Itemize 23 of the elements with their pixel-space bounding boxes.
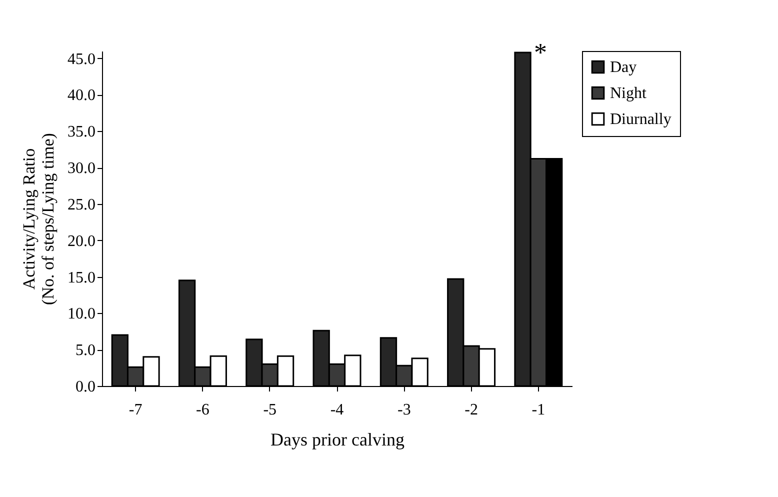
- y-tick-label: 45.0: [68, 50, 96, 68]
- y-axis-title: Activity/Lying Ratio (No. of steps/Lying time): [20, 133, 58, 305]
- y-tick-label: 40.0: [68, 87, 96, 104]
- x-tick-label: -3: [397, 402, 411, 418]
- y-tick-label: 15.0: [68, 269, 96, 286]
- x-axis-title: Days prior calving: [270, 430, 404, 450]
- legend-label: Night: [610, 85, 647, 102]
- y-tick-label: 30.0: [68, 160, 96, 178]
- y-tick-label: 0.0: [76, 378, 96, 396]
- legend-label: Day: [610, 59, 637, 76]
- y-tick-label: 5.0: [76, 342, 96, 360]
- y-tick-label: 10.0: [68, 306, 96, 323]
- legend-label: Diurnally: [610, 111, 672, 128]
- x-tick-label: -2: [464, 402, 478, 418]
- x-tick-label: -5: [263, 402, 277, 418]
- annotation: *: [534, 38, 547, 67]
- x-tick-label: -1: [532, 402, 546, 418]
- y-tick-label: 25.0: [68, 196, 96, 214]
- y-tick-label: 35.0: [68, 124, 96, 141]
- x-tick-label: -7: [128, 402, 142, 418]
- y-tick-label: 20.0: [68, 232, 96, 250]
- x-tick-label: -4: [330, 402, 344, 418]
- x-tick-label: -6: [196, 402, 210, 418]
